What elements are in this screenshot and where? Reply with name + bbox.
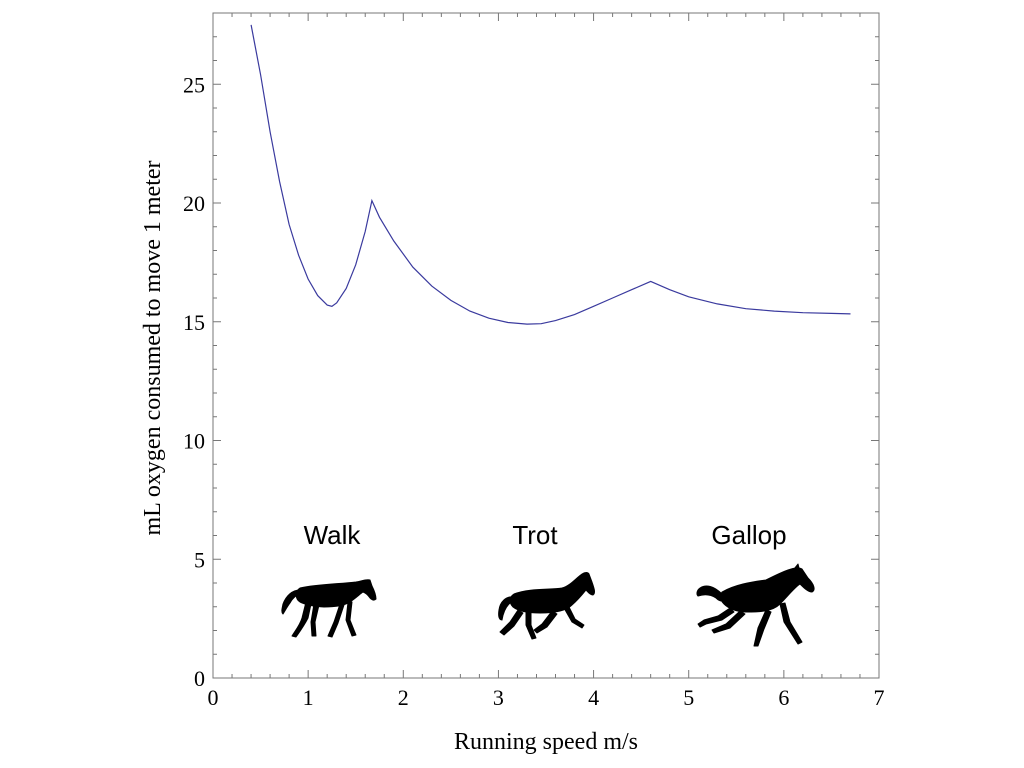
x-tick-label: 2 [398, 685, 409, 710]
y-tick-label: 10 [183, 429, 205, 454]
x-tick-label: 5 [683, 685, 694, 710]
x-axis: 0 1 2 3 4 5 6 7 [208, 13, 885, 710]
x-tick-label: 1 [303, 685, 314, 710]
galloping-horse-icon [696, 563, 815, 647]
y-tick-label: 20 [183, 191, 205, 216]
y-tick-label: 15 [183, 310, 205, 335]
trotting-horse-icon [498, 572, 596, 640]
y-tick-label: 0 [194, 666, 205, 691]
x-tick-label: 6 [778, 685, 789, 710]
gallop-label: Gallop [711, 520, 786, 550]
walking-horse-icon [281, 579, 377, 638]
x-axis-title: Running speed m/s [454, 729, 638, 755]
walk-label: Walk [304, 520, 362, 550]
y-tick-label: 5 [194, 547, 205, 572]
y-axis: 0 5 10 15 20 25 [183, 12, 879, 691]
x-tick-label: 3 [493, 685, 504, 710]
y-axis-title: mL oxygen consumed to move 1 meter [140, 160, 166, 535]
x-tick-label: 7 [874, 685, 885, 710]
y-tick-label: 25 [183, 72, 205, 97]
oxygen-cost-line [250, 24, 851, 325]
x-tick-label: 4 [588, 685, 599, 710]
trot-label: Trot [512, 520, 558, 550]
x-tick-label: 0 [208, 685, 219, 710]
